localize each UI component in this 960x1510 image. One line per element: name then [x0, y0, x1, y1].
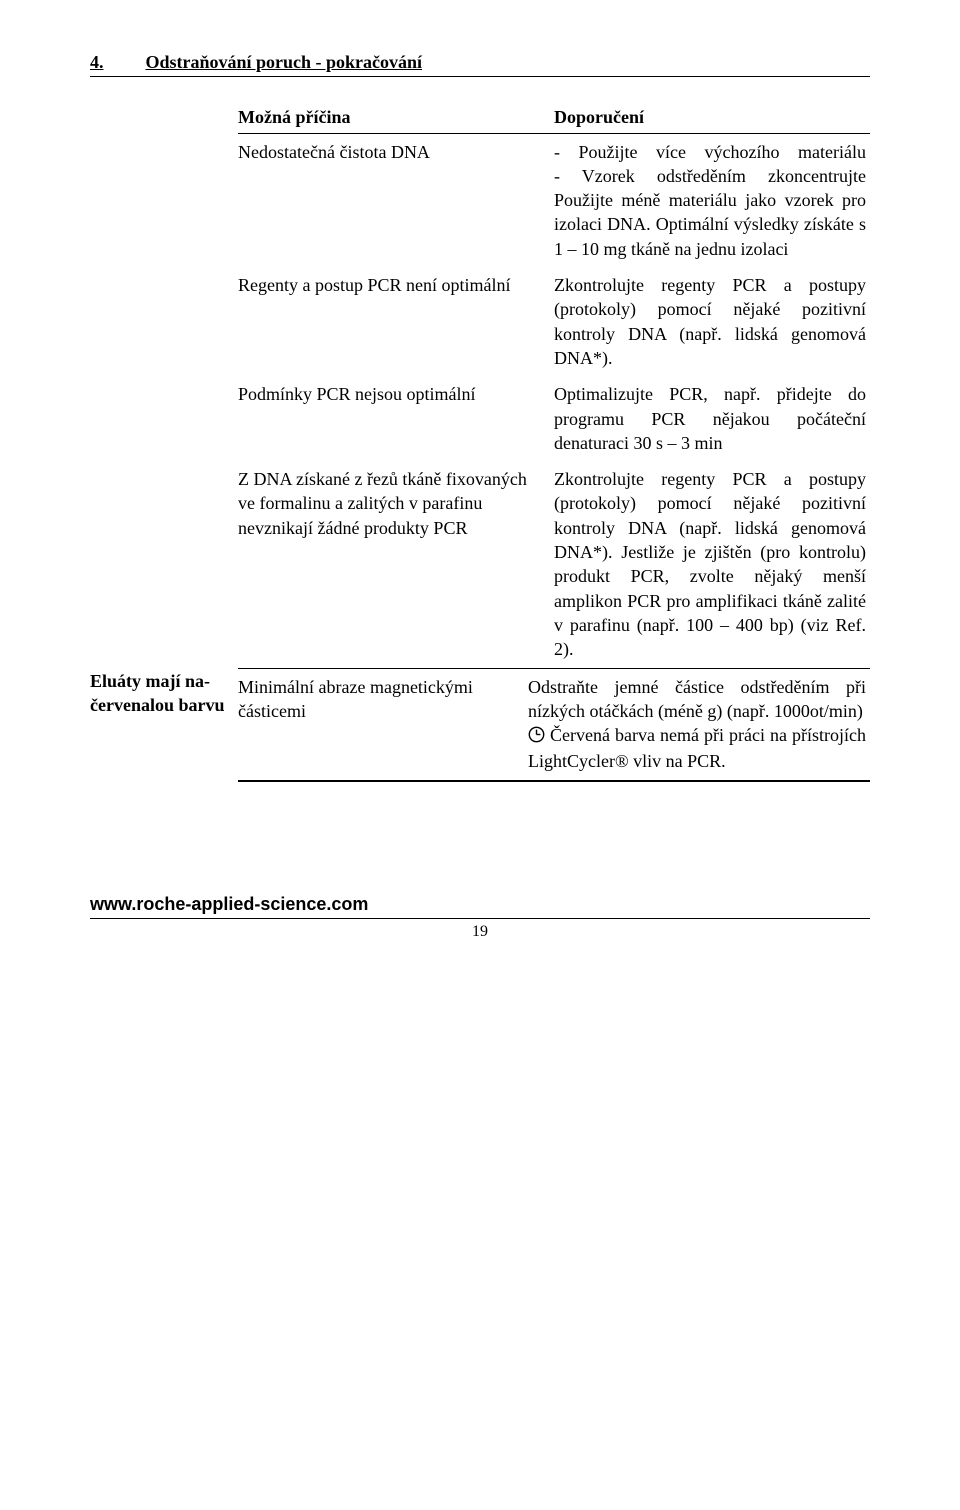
- advice-line: - Vzorek odstředěním zkoncentrujte: [554, 164, 866, 188]
- heading-text: Odstraňování poruch - pokračování: [146, 50, 423, 74]
- troubleshooting-table: Možná příčina Doporučení Nedostatečná či…: [90, 105, 870, 781]
- page-number: 19: [90, 921, 870, 943]
- advice-cell: Zkontrolujte regenty PCR a postupy (prot…: [554, 461, 870, 668]
- cause-cell: Minimální abraze magnetickými částicemi: [238, 669, 528, 781]
- advice-line: - Použijte více výchozího materiálu: [554, 140, 866, 164]
- inner-table-1: Možná příčina Doporučení Nedostatečná či…: [238, 105, 870, 668]
- advice-line: Odstraňte jemné částice odstředěním při …: [528, 675, 866, 724]
- section-heading: 4. Odstraňování poruch - pokračování: [90, 50, 870, 77]
- advice-text: Červená barva nemá při práci na přístroj…: [528, 725, 866, 771]
- advice-cell: Zkontrolujte regenty PCR a postupy (prot…: [554, 267, 870, 376]
- col-header-advice: Doporučení: [554, 105, 870, 133]
- advice-cell: Optimalizujte PCR, např. přidejte do pro…: [554, 376, 870, 461]
- heading-number: 4.: [90, 50, 104, 74]
- advice-line: Červená barva nemá při práci na přístroj…: [528, 723, 866, 774]
- cause-cell: Nedostatečná čistota DNA: [238, 133, 554, 267]
- page-footer: www.roche-applied-science.com 19: [90, 892, 870, 943]
- advice-cell: Odstraňte jemné částice odstředěním při …: [528, 669, 870, 781]
- section-label-2: Eluáty mají na-červenalou barvu: [90, 669, 238, 782]
- col-header-cause: Možná příčina: [238, 105, 554, 133]
- cause-cell: Podmínky PCR nejsou optimální: [238, 376, 554, 461]
- cause-cell: Regenty a postup PCR není optimální: [238, 267, 554, 376]
- advice-cell: - Použijte více výchozího materiálu - Vz…: [554, 133, 870, 267]
- footer-link: www.roche-applied-science.com: [90, 892, 870, 919]
- inner-table-2: Minimální abraze magnetickými částicemi …: [238, 669, 870, 782]
- cause-cell: Z DNA získané z řezů tkáně fixovaných ve…: [238, 461, 554, 668]
- clock-icon: [528, 725, 545, 749]
- advice-line: Použijte méně materiálu jako vzorek pro …: [554, 188, 866, 261]
- section-label-1: [90, 105, 238, 668]
